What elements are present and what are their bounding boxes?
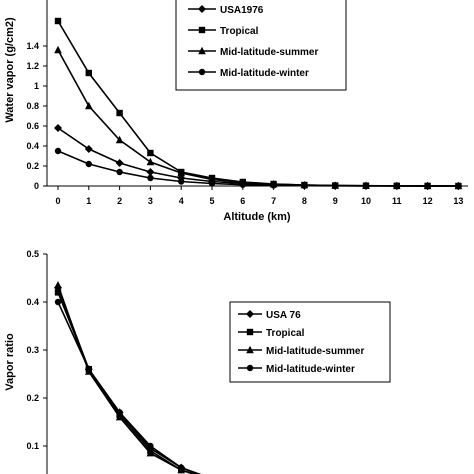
- top-data-point: [239, 181, 246, 188]
- bottom-series-line-mid-latitude-winter: [57, 301, 202, 474]
- top-legend-marker: [198, 46, 206, 55]
- bottom-y-axis-title: Vapor ratio: [4, 333, 16, 391]
- bottom-data-point: [146, 449, 155, 457]
- top-data-point: [116, 168, 123, 176]
- top-x-tick-label: 4: [179, 196, 184, 206]
- bottom-data-point: [147, 442, 154, 450]
- top-legend-box: [175, 0, 347, 91]
- top-series-line-mid-latitude-winter: [57, 150, 459, 187]
- bottom-legend-marker: [246, 364, 254, 372]
- bottom-y-tick-label: 0.5: [26, 249, 39, 259]
- top-y-tick-label: 1: [34, 81, 39, 91]
- top-data-point: [85, 160, 93, 168]
- top-data-point: [84, 145, 93, 153]
- bottom-y-tick-label: 0.2: [26, 393, 39, 403]
- bottom-data-point: [178, 464, 185, 471]
- bottom-legend-label: Tropical: [266, 328, 305, 339]
- bottom-legend-label: Mid-latitude-winter: [266, 364, 355, 375]
- top-legend-label: Mid-latitude-winter: [220, 68, 309, 79]
- top-y-tick-label: 0.4: [26, 141, 39, 151]
- bottom-legend-label: Mid-latitude-summer: [266, 346, 364, 357]
- bottom-series-line-mid-latitude-summer: [57, 284, 196, 474]
- top-data-point: [85, 101, 93, 110]
- top-data-point: [147, 174, 154, 182]
- top-y-tick-label: 1.4: [26, 41, 39, 51]
- top-x-axis-title: Altitude (km): [223, 211, 291, 223]
- top-data-point: [208, 175, 216, 183]
- bottom-data-point: [54, 281, 62, 289]
- top-x-tick-label: 5: [209, 196, 214, 206]
- bottom-legend-marker: [246, 328, 254, 336]
- top-data-point: [115, 159, 124, 167]
- top-data-point: [54, 147, 62, 155]
- top-x-tick-label: 9: [333, 196, 338, 206]
- bottom-series-line-tropical: [57, 292, 197, 474]
- top-x-tick-label: 1: [86, 196, 91, 206]
- top-x-tick-label: 7: [271, 196, 276, 206]
- chart-vapor-ratio: 0.1 0.2 0.3 0.4 0.5 Vapor ratio USA 76 Tropic…: [4, 249, 391, 474]
- bottom-data-point: [54, 289, 62, 296]
- bottom-legend-label: USA 76: [266, 310, 301, 321]
- top-legend-marker: [198, 68, 206, 76]
- top-x-tick-label: 11: [392, 196, 402, 206]
- top-x-tick-label: 3: [148, 196, 153, 206]
- bottom-data-point: [116, 409, 123, 416]
- top-legend-label: Mid-latitude-summer: [220, 47, 318, 58]
- bottom-legend-marker: [246, 345, 254, 354]
- top-legend-label: USA1976: [220, 5, 264, 16]
- bottom-legend-marker: [246, 310, 254, 318]
- bottom-y-tick-label: 0.4: [26, 297, 39, 307]
- bottom-series-group: [54, 281, 202, 474]
- top-legend-marker: [198, 5, 206, 13]
- top-data-point: [147, 149, 154, 157]
- top-data-point: [54, 17, 62, 25]
- top-y-axis-title: Water vapor (g/cm2): [4, 17, 16, 123]
- top-y-tick-label: 0: [34, 181, 39, 191]
- bottom-grid-ticks: 0.1 0.2 0.3 0.4 0.5: [26, 249, 47, 451]
- top-y-tick-label: 0.2: [26, 161, 39, 171]
- top-data-point: [146, 168, 155, 176]
- top-data-point: [178, 178, 185, 185]
- top-data-point: [177, 168, 185, 177]
- top-series-line-usa1976: [57, 127, 459, 187]
- bottom-data-point: [54, 298, 62, 306]
- top-x-tick-label: 0: [55, 196, 60, 206]
- top-data-point: [146, 157, 155, 166]
- top-legend-label: Tropical: [220, 26, 259, 37]
- top-data-point: [208, 180, 216, 187]
- top-x-tick-label: 12: [423, 196, 433, 206]
- top-y-tick-label: 1.2: [26, 61, 39, 71]
- bottom-series-line-usa-76: [57, 287, 200, 474]
- bottom-legend: USA 76 Tropical Mid-latitude-summer Mid-lat…: [229, 301, 391, 383]
- bottom-y-tick-label: 0.1: [26, 441, 39, 451]
- top-data-point: [270, 182, 277, 189]
- top-y-tick-label: 0.6: [26, 121, 39, 131]
- bottom-data-point: [115, 413, 124, 421]
- top-data-point: [115, 135, 124, 144]
- chart-water-vapor: 00.20.40.60.811.21.40 1 2 3 4 5 6 7 8 9 10 11 12 13 W…: [4, 0, 468, 223]
- top-legend: USA1976 Tropical Mid-latitude-summer Mid-la…: [175, 0, 347, 91]
- top-y-tick-label: 0.8: [26, 101, 39, 111]
- top-data-point: [54, 45, 62, 54]
- top-data-point: [85, 69, 92, 77]
- top-legend-marker: [198, 26, 206, 34]
- top-data-point: [116, 109, 123, 117]
- bottom-data-point: [85, 366, 93, 373]
- top-x-tick-label: 2: [117, 196, 122, 206]
- top-x-tick-label: 8: [302, 196, 307, 206]
- bottom-y-tick-label: 0.3: [26, 345, 39, 355]
- top-x-tick-label: 13: [453, 196, 463, 206]
- top-data-point: [54, 124, 62, 132]
- top-x-tick-label: 10: [361, 196, 371, 206]
- top-x-tick-label: 6: [240, 196, 245, 206]
